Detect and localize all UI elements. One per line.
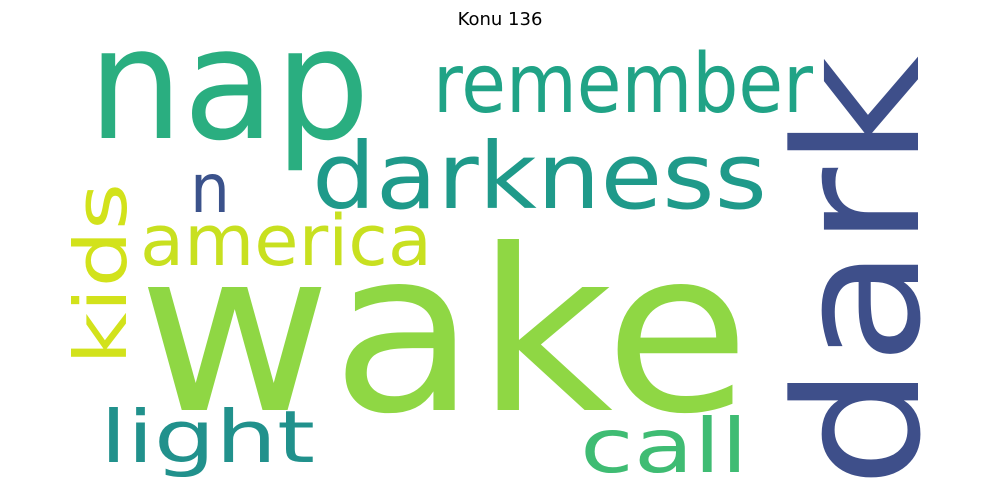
word-remember: remember xyxy=(433,37,813,132)
word-light: light xyxy=(100,395,315,479)
chart-title: Konu 136 xyxy=(457,9,543,30)
word-darkness: darkness xyxy=(312,123,767,230)
word-call: call xyxy=(580,402,748,490)
word-dark: dark xyxy=(758,56,959,488)
word-kids: kids xyxy=(59,183,143,365)
word-nap: nap xyxy=(88,0,370,175)
word-america: america xyxy=(140,200,432,282)
word-n: n xyxy=(190,150,230,229)
word-wake: wake xyxy=(138,202,750,464)
